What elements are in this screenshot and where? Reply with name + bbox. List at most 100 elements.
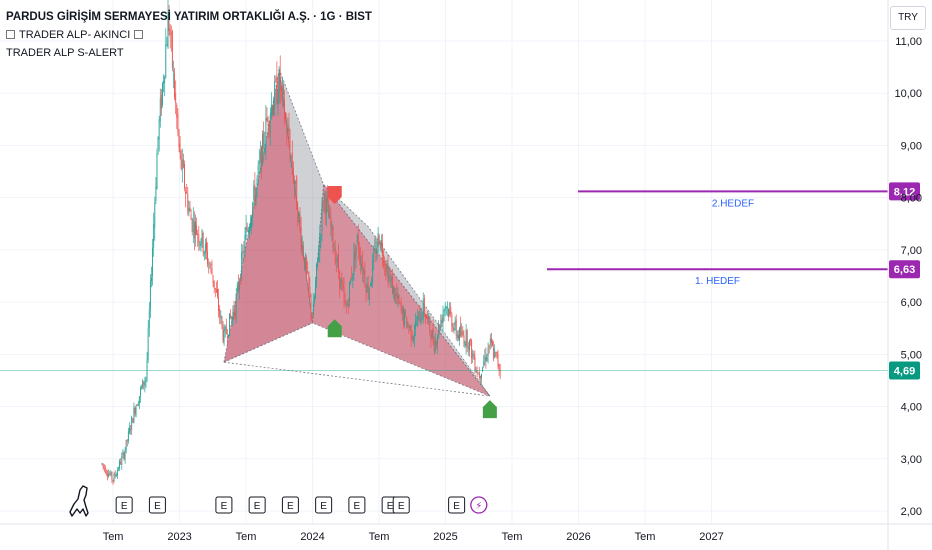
candle-body [459,328,460,341]
currency-button[interactable]: TRY [890,6,926,30]
candle-body [134,408,136,414]
candle-body [364,271,366,286]
candle-body [326,198,327,214]
indicator-s-alert[interactable]: TRADER ALP S-ALERT [6,47,124,59]
candle-body [125,439,127,452]
candle-body [112,479,114,481]
candle-body [387,262,389,283]
candle-body [339,270,341,288]
candle-body [354,248,356,262]
symbol-title[interactable]: PARDUS GİRİŞİM SERMAYESİ YATIRIM ORTAKLI… [6,11,372,23]
candle-body [405,312,407,314]
candle-body [393,285,394,293]
candle-body [436,343,437,345]
x-tick-label: 2023 [167,531,191,543]
target-name-label: 1. HEDEF [695,276,740,287]
target-name-label: 2.HEDEF [712,198,754,209]
x-tick-label: 2026 [566,531,590,543]
indicator-box-icon [6,30,15,39]
candle-body [340,278,342,290]
candle-body [471,339,473,359]
candle-body [399,302,401,304]
candle-body [404,310,405,325]
candle-body [449,309,451,315]
candle-body [344,300,346,304]
candle-body [181,159,183,170]
candle-body [145,377,147,381]
candle-body [292,167,294,182]
candle-body [219,308,221,317]
earnings-icon [392,496,410,514]
candle-body [175,93,177,103]
candle-body [231,316,233,320]
candle-body [359,250,360,258]
candle-body [245,227,247,239]
candle-body [452,326,454,330]
y-tick-label: 3,00 [901,454,922,466]
candle-body [133,408,135,423]
candle-body [104,467,106,473]
candle-body [321,202,323,232]
candle-body [110,472,112,476]
pattern-bcd-triangle [312,183,492,398]
candle-body [190,214,192,220]
candle-body [439,325,441,330]
candle-body [338,253,339,273]
earnings-label: E [287,501,294,512]
candle-body [141,386,142,388]
candle-body [211,268,213,275]
y-tick-label: 7,00 [901,245,922,257]
candle-body [243,250,245,254]
candle-body [441,318,443,323]
buy-signal-marker [327,319,342,338]
candle-body [365,285,367,293]
candle-body [335,259,337,262]
candle-body [291,152,293,169]
x-tick-label: Tem [635,531,656,543]
y-tick-label: 10,00 [894,88,922,100]
candle-body [266,117,268,121]
candle-body [119,461,120,469]
candle-body [255,187,257,205]
candle-body [160,94,162,109]
earnings-icon [448,496,466,514]
candle-body [297,207,299,223]
candle-body [498,364,500,370]
candle-body [287,128,289,133]
indicator-akinci[interactable]: TRADER ALP- AKINCI [6,26,372,44]
candle-body [455,319,457,336]
candle-body [355,245,357,258]
flash-label: ⚡ [475,501,482,512]
candle-body [237,282,239,290]
candle-body [226,335,228,338]
earnings-label: E [320,501,327,512]
target-badge [889,260,920,279]
candle-body [372,259,374,283]
earnings-label: E [354,501,361,512]
candle-body [447,306,448,309]
earnings-event-marker: E [348,496,366,514]
candle-body [431,330,433,339]
candle-body [283,85,284,95]
candle-body [258,161,260,165]
candle-body [246,227,248,231]
candle-body [367,284,369,298]
candle-body [154,203,156,228]
earnings-event-marker: E [215,496,233,514]
candle-body [474,357,476,370]
earnings-event-marker: E [392,496,410,514]
candle-body [294,181,295,187]
candle-body [454,321,456,326]
candle-body [168,11,170,31]
candle-body [301,243,303,250]
candle-body [111,472,113,480]
candle-body [469,340,470,352]
target-value-label: 6,63 [894,264,915,276]
candle-body [477,373,479,375]
earnings-icon [348,496,366,514]
candle-body [224,326,226,331]
candle-body [285,116,287,120]
candle-body [356,234,358,243]
candle-body [144,381,146,386]
